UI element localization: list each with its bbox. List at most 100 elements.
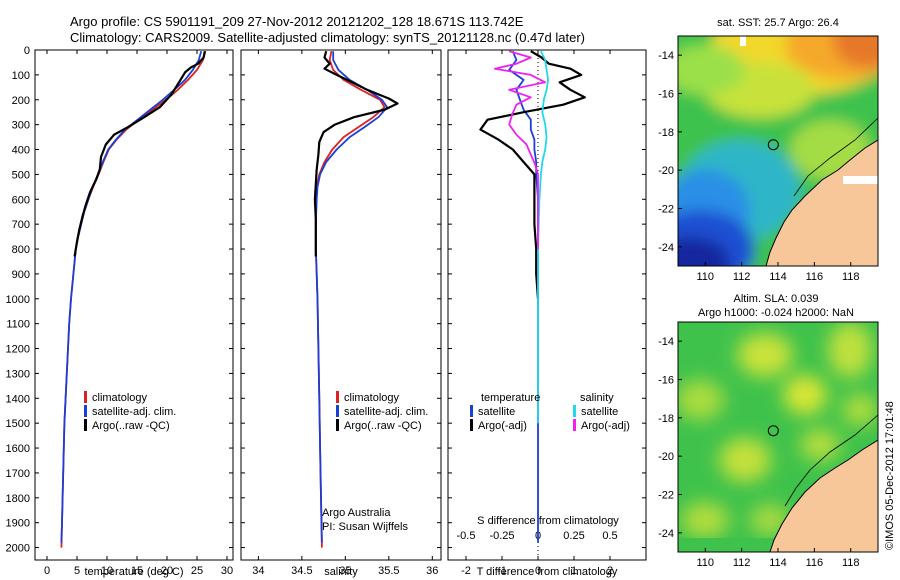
- map-y-tick-label: -16: [658, 375, 674, 387]
- legend-swatch-argo: [336, 419, 339, 431]
- x-tick-label: -2: [461, 565, 471, 577]
- sla-map-title-line2: Argo h1000: -0.024 h2000: NaN: [698, 307, 854, 319]
- credit-line2: PI: Susan Wijffels: [322, 521, 408, 533]
- sst-argo-position-marker: [767, 139, 779, 151]
- sla-isobath: [784, 414, 878, 507]
- map-x-tick-label: 114: [769, 557, 787, 569]
- map-x-tick-label: 110: [696, 557, 714, 569]
- map-x-tick-label: 110: [696, 271, 714, 283]
- salinity-xlabel: salinity: [324, 566, 358, 578]
- sst-field: [678, 36, 878, 266]
- map-x-tick-label: 112: [733, 271, 751, 283]
- legend-climatology: climatology: [92, 392, 148, 404]
- depth-tick-label: 1800: [6, 493, 30, 505]
- temperature-xlabel: temperature (deg C): [84, 566, 183, 578]
- sst-land: [765, 139, 878, 266]
- difference-top-xlabel: S difference from climatology: [477, 515, 619, 527]
- sst-missing-patch: [843, 176, 878, 184]
- series-line-argo-raw-qc-temperature: [73, 50, 206, 257]
- x-tick-label: 1: [571, 565, 577, 577]
- depth-tick-label: 500: [12, 169, 30, 181]
- map-x-tick-label: 116: [806, 557, 824, 569]
- x-tick-label: 35.5: [378, 565, 399, 577]
- map-axes: 110 112 114 116 118 -14 -16 -18 -20 -22 -24 110 112 1…: [658, 50, 859, 569]
- x-tick-label: 15: [131, 565, 143, 577]
- map-y-tick-label: -22: [658, 490, 674, 502]
- depth-tick-label: 1900: [6, 518, 30, 530]
- series-line-argo-adj-temperature: [479, 50, 586, 299]
- series-line-argo-raw-qc-salinity: [313, 50, 399, 257]
- legend-swatch-climatology: [336, 391, 339, 403]
- x-tick-label: 20: [161, 565, 173, 577]
- depth-tick-label: 700: [12, 219, 30, 231]
- depth-tick-label: 300: [12, 120, 30, 132]
- map-y-tick-label: -14: [658, 336, 674, 348]
- map-y-tick-label: -20: [658, 451, 674, 463]
- sla-field: [678, 322, 878, 538]
- legend-swatch-satellite: [84, 405, 87, 417]
- sla-map: [678, 322, 878, 552]
- x-axes: 0 5 10 15 20 25 30 34 34.5 35 35.5 36 -2 -1 0 1 2 -0.5 -0.…: [44, 50, 618, 577]
- map-y-tick-label: -24: [658, 242, 674, 254]
- map-x-tick-label: 114: [769, 271, 787, 283]
- map-y-tick-label: -18: [658, 127, 674, 139]
- series-line-satellite-salinity: [537, 50, 549, 424]
- title-line1: Argo profile: CS 5901191_209 27-Nov-2012…: [70, 14, 524, 29]
- legend-swatch-temp-argo: [470, 419, 473, 431]
- sla-map-title-line1: Altim. SLA: 0.039: [734, 293, 819, 305]
- depth-tick-label: 1400: [6, 393, 30, 405]
- series-line-argo-adj-salinity: [493, 50, 547, 249]
- x-tick-label: 34: [252, 565, 264, 577]
- difference-legend: temperature salinity satellite Argo(-adj…: [470, 392, 630, 432]
- depth-tick-label: 400: [12, 145, 30, 157]
- legend-satellite: satellite-adj. clim.: [92, 406, 176, 418]
- map-x-tick-label: 118: [842, 271, 860, 283]
- legend-temp-satellite: satellite: [478, 406, 515, 418]
- x-tick-label: 30: [221, 565, 233, 577]
- sst-map-title: sat. SST: 25.7 Argo: 26.4: [717, 17, 839, 29]
- depth-tick-label: 600: [12, 194, 30, 206]
- depth-tick-label: 1700: [6, 468, 30, 480]
- x-tick-label: 34.5: [291, 565, 312, 577]
- depth-tick-label: 900: [12, 269, 30, 281]
- map-y-tick-label: -20: [658, 165, 674, 177]
- map-y-tick-label: -22: [658, 204, 674, 216]
- s-diff-tick-label: -0.25: [489, 530, 514, 542]
- map-x-tick-label: 116: [806, 271, 824, 283]
- depth-tick-label: 1300: [6, 368, 30, 380]
- x-tick-label: -1: [497, 565, 507, 577]
- depth-tick-label: 1000: [6, 294, 30, 306]
- title-line2: Climatology: CARS2009. Satellite-adjuste…: [70, 30, 585, 45]
- legend-climatology: climatology: [344, 392, 400, 404]
- map-x-tick-label: 112: [733, 557, 751, 569]
- depth-tick-label: 1200: [6, 344, 30, 356]
- x-tick-label: 0: [535, 565, 541, 577]
- depth-tick-label: 1600: [6, 443, 30, 455]
- legend-temp-argo: Argo(-adj): [478, 420, 527, 432]
- x-tick-label: 0: [44, 565, 50, 577]
- sla-argo-position-marker: [767, 425, 779, 437]
- legend-swatch-sal-satellite: [573, 405, 576, 417]
- depth-tick-label: 800: [12, 244, 30, 256]
- depth-tick-label: 1100: [6, 319, 30, 331]
- x-tick-label: 25: [191, 565, 203, 577]
- x-tick-label: 10: [101, 565, 113, 577]
- map-y-tick-label: -18: [658, 413, 674, 425]
- salinity-panel: [240, 49, 442, 561]
- legend-swatch-satellite: [336, 405, 339, 417]
- profile-series: [60, 50, 586, 548]
- legend-swatch-sal-argo: [573, 419, 576, 431]
- x-tick-label: 36: [426, 565, 438, 577]
- depth-axis: 0 100 200 300 400 500 600 700 800 900 1000 1100 1200…: [6, 45, 646, 555]
- legend-argo: Argo(..raw -QC): [92, 420, 170, 432]
- sst-missing-patch: [740, 36, 746, 46]
- depth-tick-label: 2000: [6, 543, 30, 555]
- x-tick-label: 35: [339, 565, 351, 577]
- salinity-legend: climatology satellite-adj. clim. Argo(..…: [336, 391, 428, 432]
- legend-sal-argo: Argo(-adj): [581, 420, 630, 432]
- x-tick-label: 2: [607, 565, 613, 577]
- map-x-tick-label: 118: [842, 557, 860, 569]
- temperature-legend: climatology satellite-adj. clim. Argo(..…: [84, 391, 176, 432]
- depth-tick-label: 1500: [6, 418, 30, 430]
- s-diff-tick-label: -0.5: [457, 530, 476, 542]
